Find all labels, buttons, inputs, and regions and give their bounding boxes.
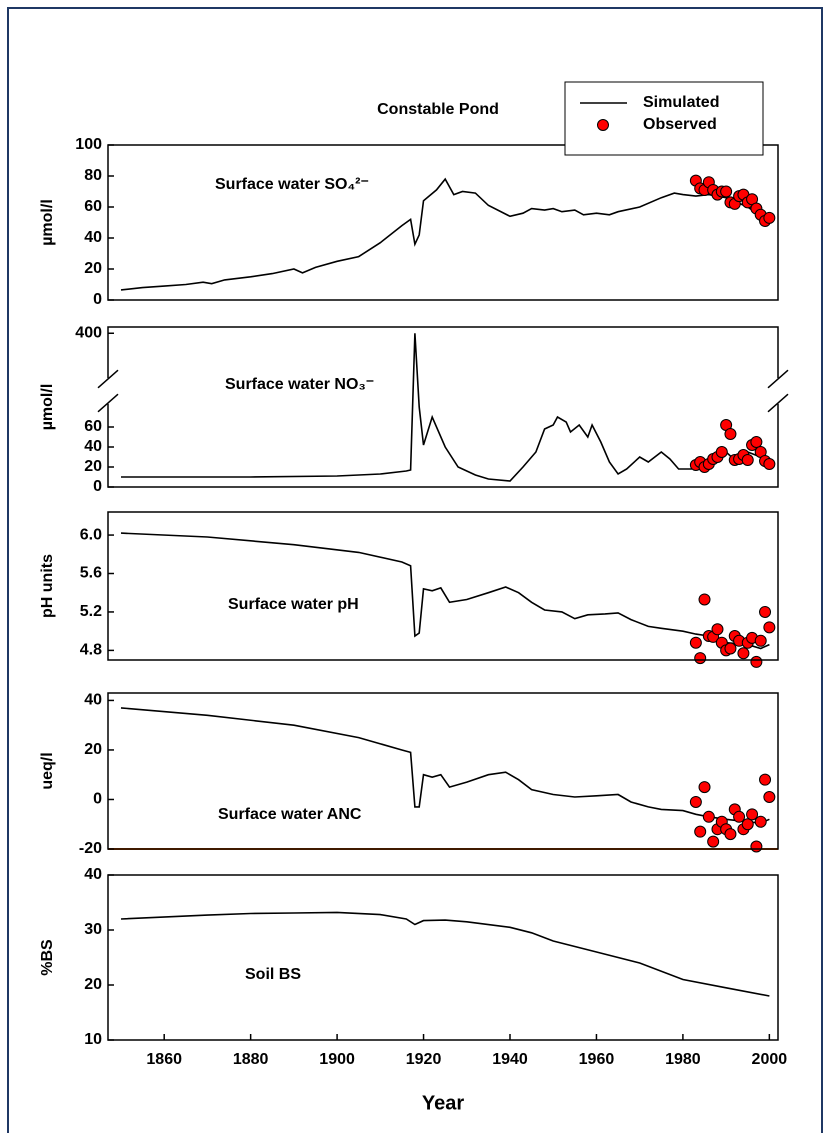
y-tick-label: 60 [84,198,102,215]
observed-point [746,808,759,821]
observed-point [750,655,763,668]
observed-point [754,815,767,828]
observed-point [741,454,754,466]
panel-annotation: Surface water ANC [218,806,362,823]
x-tick-label: 2000 [752,1051,788,1068]
observed-point [715,446,728,458]
observed-point [694,825,707,838]
y-tick-label: 10 [84,1031,102,1048]
plot-frame [107,874,779,1041]
observed-point [698,781,711,794]
y-tick-label: 40 [84,866,102,883]
axis-break [767,393,789,413]
y-tick-label: 40 [84,438,102,455]
y-tick-label: 0 [93,478,102,495]
x-axis-label: Year [422,1092,464,1114]
observed-point [689,636,702,649]
observed-point [724,828,737,841]
y-axis-label: pH units [39,554,56,618]
observed-point [737,647,750,660]
y-tick-label: 0 [93,791,102,808]
y-tick-label: 4.8 [80,642,102,659]
y-tick-label: 20 [84,458,102,475]
axis-break [97,393,119,413]
y-tick-label: 40 [84,229,102,246]
observed-point [698,593,711,606]
observed-point [750,436,763,448]
y-tick-label: 40 [84,692,102,709]
observed-point [711,623,724,636]
y-tick-label: 30 [84,921,102,938]
axis-break-gap [774,378,782,404]
y-tick-label: -20 [79,840,102,857]
y-tick-label: 0 [93,291,102,308]
legend-label: Simulated [643,94,719,111]
observed-point [707,835,720,848]
simulated-line [120,177,770,291]
observed-point [763,211,776,224]
y-tick-label: 80 [84,167,102,184]
observed-point [759,605,772,618]
observed-point [741,818,754,831]
plot-frame [107,326,779,488]
panel-annotation: Surface water pH [228,596,359,613]
observed-point [694,652,707,665]
chart-title: Constable Pond [377,101,499,118]
x-tick-label: 1920 [406,1051,442,1068]
y-tick-label: 5.2 [80,603,102,620]
observed-point [754,634,767,647]
y-axis-label: µmol/l [39,384,56,431]
y-tick-label: 20 [84,741,102,758]
plot-frame [107,692,779,850]
observed-point [733,810,746,823]
legend-label: Observed [643,116,717,133]
x-tick-label: 1880 [233,1051,269,1068]
legend-box [564,81,764,156]
panel-annotation: Soil BS [245,966,301,983]
y-tick-label: 400 [75,324,102,341]
panel-annotation: Surface water SO₄²⁻ [215,176,369,193]
y-tick-label: 5.6 [80,565,102,582]
axis-break [97,369,119,389]
y-tick-label: 20 [84,976,102,993]
y-axis-label: µmol/l [39,199,56,246]
x-tick-label: 1940 [492,1051,528,1068]
plot-frame [107,511,779,661]
axis-break [767,369,789,389]
y-axis-label: ueq/l [39,752,56,789]
x-tick-label: 1960 [579,1051,615,1068]
y-tick-label: 100 [75,136,102,153]
x-tick-label: 1900 [319,1051,355,1068]
observed-point [724,428,737,440]
panel-annotation: Surface water NO₃⁻ [225,376,374,393]
observed-point [702,810,715,823]
observed-point [720,185,733,198]
x-tick-label: 1980 [665,1051,701,1068]
y-tick-label: 60 [84,418,102,435]
y-tick-label: 6.0 [80,526,102,543]
observed-point [759,773,772,786]
observed-point [750,840,763,853]
plot-frame [107,144,779,301]
legend-marker [597,119,609,131]
observed-point [763,791,776,803]
y-tick-label: 20 [84,260,102,277]
x-tick-label: 1860 [146,1051,182,1068]
observed-point [689,795,702,808]
observed-point [763,458,776,470]
y-axis-label: %BS [39,939,56,976]
simulated-line [120,707,770,824]
axis-break-gap [104,378,112,404]
simulated-line [120,911,770,997]
simulated-line [120,532,770,650]
observed-point [724,642,737,655]
observed-point [763,621,776,634]
